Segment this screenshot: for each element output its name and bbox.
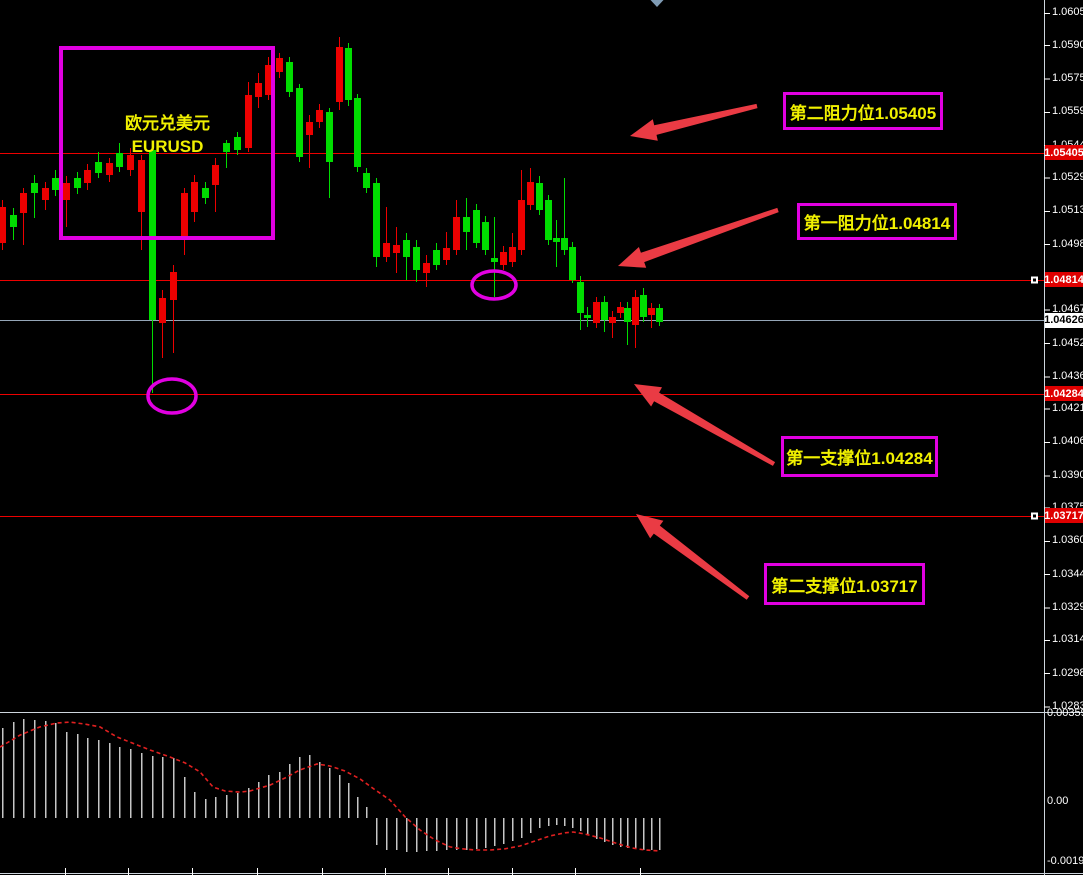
symbol-annotation-code: EURUSD: [131, 137, 204, 156]
annotation-box-support-1-label: 第一支撑位1.04284: [786, 449, 933, 468]
annotation-box-support-2[interactable]: 第二支撑位1.03717: [764, 563, 925, 605]
highlight-rectangle[interactable]: [59, 46, 275, 240]
arrow-annotation-3[interactable]: [636, 514, 750, 600]
annotation-box-resistance-2-label: 第二阻力位1.05405: [789, 103, 937, 123]
axis-tick-label: 1.02985: [1052, 666, 1083, 679]
symbol-annotation: 欧元兑美元 EURUSD: [90, 112, 245, 158]
axis-tick-label: 1.04365: [1052, 369, 1083, 382]
axis-tick-label: 1.03445: [1052, 567, 1083, 580]
indicator-histogram: [1, 719, 661, 852]
annotation-box-resistance-1-label: 第一阻力位1.04814: [803, 214, 951, 233]
line-selection-handle-center: [1033, 278, 1036, 282]
annotation-box-support-1[interactable]: 第一支撑位1.04284: [781, 436, 938, 477]
chart-shift-marker-icon[interactable]: [650, 0, 664, 7]
highlight-ellipse-1[interactable]: [470, 269, 518, 301]
annotation-box-resistance-1[interactable]: 第一阻力位1.04814: [797, 203, 957, 240]
price-badge-support-2: 1.03717: [1044, 508, 1083, 524]
arrow-annotation-1[interactable]: [618, 207, 779, 268]
axis-tick-label: 1.04675: [1052, 303, 1083, 316]
axis-tick-label: 1.04980: [1052, 237, 1083, 250]
axis-tick-label: 1.03140: [1052, 633, 1083, 646]
indicator-signal-line: [0, 721, 659, 852]
price-badge-resistance-1: 1.04814: [1044, 272, 1083, 288]
axis-tick-label: 1.05290: [1052, 170, 1083, 183]
candles-layer: [0, 36, 663, 393]
annotation-box-support-2-label: 第二支撑位1.03717: [771, 576, 918, 596]
axis-tick-label: 1.03905: [1052, 468, 1083, 481]
axis-tick-label: 1.03600: [1052, 534, 1083, 547]
annotation-box-resistance-2[interactable]: 第二阻力位1.05405: [783, 92, 943, 130]
line-selection-handle-center: [1033, 514, 1036, 518]
axis-tick-label: 1.04520: [1052, 336, 1083, 349]
indicator-axis-label-min: -0.00193: [1047, 855, 1083, 867]
symbol-annotation-cn: 欧元兑美元: [125, 114, 210, 133]
indicator-axis-label-max: 0.003592: [1047, 707, 1083, 719]
current-price-badge: 1.04626: [1044, 312, 1083, 328]
axis-tick-label: 1.04060: [1052, 435, 1083, 448]
arrow-annotation-2[interactable]: [634, 384, 776, 466]
axis-tick-label: 1.04215: [1052, 402, 1083, 415]
axis-tick-label: 1.05595: [1052, 105, 1083, 118]
price-badge-resistance-2: 1.05405: [1044, 145, 1083, 161]
axis-tick-label: 1.06055: [1052, 6, 1083, 19]
axis-tick-label: 1.05135: [1052, 204, 1083, 217]
highlight-ellipse-0[interactable]: [146, 377, 198, 415]
axis-tick-label: 1.03290: [1052, 601, 1083, 614]
axis-tick-label: 1.05905: [1052, 38, 1083, 51]
axis-tick-label: 1.05750: [1052, 71, 1083, 84]
price-badge-support-1: 1.04284: [1044, 386, 1083, 402]
indicator-axis-label-zero: 0.00: [1047, 795, 1069, 807]
axis-tick-label: 1.02830: [1052, 699, 1083, 712]
arrow-annotation-0[interactable]: [630, 103, 758, 141]
